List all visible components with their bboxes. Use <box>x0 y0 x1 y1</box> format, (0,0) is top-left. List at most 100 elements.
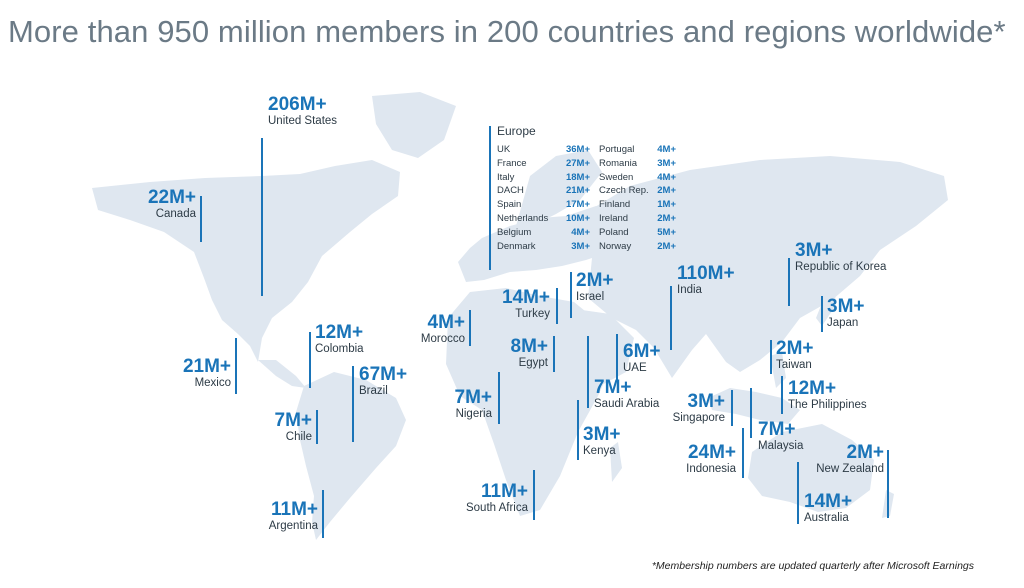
europe-country-value: 2M+ <box>657 185 676 197</box>
label-india: 110M+ India <box>677 264 735 297</box>
europe-heading: Europe <box>497 124 536 138</box>
brazil-leader <box>352 366 354 442</box>
philippines-name: The Philippines <box>788 399 867 411</box>
north-america-shape <box>92 160 400 362</box>
egypt-name: Egypt <box>518 357 548 369</box>
south-africa-value: 11M+ <box>480 481 528 502</box>
label-israel: 2M+ Israel <box>576 271 614 304</box>
europe-country-value: 2M+ <box>657 213 676 224</box>
brazil-value: 67M+ <box>359 364 408 385</box>
turkey-leader <box>556 288 558 324</box>
nigeria-value: 7M+ <box>454 387 493 408</box>
europe-country-value: 21M+ <box>565 185 590 197</box>
india-name: India <box>677 284 702 296</box>
canada-leader <box>200 196 202 242</box>
europe-country-value: 18M+ <box>565 171 590 183</box>
saudi-arabia-leader <box>587 336 589 408</box>
united-states-value: 206M+ <box>268 94 327 115</box>
europe-row: Finland 1M+ <box>599 199 676 210</box>
label-new-zealand: 2M+ New Zealand <box>806 443 884 476</box>
europe-country-value: 10M+ <box>565 213 590 224</box>
asia-shape <box>588 156 948 378</box>
europe-country-value: 3M+ <box>657 157 676 169</box>
europe-row: Netherlands 10M+ <box>497 213 590 224</box>
japan-name: Japan <box>827 317 859 329</box>
europe-row: Denmark 3M+ <box>497 241 590 252</box>
taiwan-leader <box>770 340 772 374</box>
europe-leader <box>489 126 491 270</box>
label-mexico: 21M+ Mexico <box>156 357 231 390</box>
philippines-value: 12M+ <box>788 378 837 399</box>
europe-row: Belgium 4M+ <box>497 227 590 238</box>
saudi-arabia-name: Saudi Arabia <box>594 398 660 410</box>
europe-country-value: 4M+ <box>657 144 676 155</box>
label-australia: 14M+ Australia <box>804 492 852 525</box>
europe-country-name: Denmark <box>497 240 536 252</box>
morocco-value: 4M+ <box>427 312 466 333</box>
canada-value: 22M+ <box>147 187 196 208</box>
europe-country-value: 5M+ <box>657 226 676 238</box>
kenya-leader <box>577 400 579 460</box>
europe-country-name: DACH <box>497 185 524 197</box>
taiwan-value: 2M+ <box>776 338 814 359</box>
united-states-name: United States <box>268 115 338 127</box>
argentina-value: 11M+ <box>270 499 318 520</box>
mexico-leader <box>235 338 237 394</box>
label-indonesia: 24M+ Indonesia <box>668 443 736 476</box>
chile-value: 7M+ <box>274 410 313 431</box>
europe-country-name: Poland <box>599 226 629 238</box>
new-zealand-value: 2M+ <box>846 442 885 463</box>
europe-country-name: Spain <box>497 199 522 211</box>
label-taiwan: 2M+ Taiwan <box>776 339 814 372</box>
uae-name: UAE <box>623 362 647 374</box>
kenya-name: Kenya <box>583 445 616 457</box>
label-united-states: 206M+ United States <box>268 95 337 128</box>
label-south-africa: 11M+ South Africa <box>456 482 528 515</box>
japan-value: 3M+ <box>827 296 865 317</box>
label-uae: 6M+ UAE <box>623 342 661 375</box>
argentina-leader <box>322 490 324 538</box>
europe-country-value: 17M+ <box>565 199 590 211</box>
europe-country-value: 3M+ <box>571 240 590 252</box>
europe-row: Italy 18M+ <box>497 172 590 183</box>
korea-name: Republic of Korea <box>795 261 887 273</box>
europe-country-name: Sweden <box>599 171 634 183</box>
europe-row: Romania 3M+ <box>599 158 676 169</box>
chile-leader <box>316 410 318 444</box>
singapore-name: Singapore <box>672 412 725 424</box>
label-egypt: 8M+ Egypt <box>490 337 549 370</box>
colombia-leader <box>309 332 311 388</box>
mexico-value: 21M+ <box>182 356 231 377</box>
turkey-value: 14M+ <box>501 287 550 308</box>
scandinavia-shape <box>516 150 602 226</box>
brazil-name: Brazil <box>359 385 388 397</box>
india-value: 110M+ <box>677 263 735 284</box>
label-turkey: 14M+ Turkey <box>480 288 550 321</box>
uae-leader <box>616 334 618 380</box>
indonesia-name: Indonesia <box>686 463 736 475</box>
europe-country-name: Netherlands <box>497 213 549 224</box>
mexico-name: Mexico <box>194 377 231 389</box>
label-singapore: 3M+ Singapore <box>660 392 725 425</box>
europe-country-name: Norway <box>599 240 632 252</box>
australia-leader <box>797 462 799 524</box>
label-brazil: 67M+ Brazil <box>359 365 407 398</box>
europe-country-value: 27M+ <box>565 157 590 169</box>
europe-row: Ireland 2M+ <box>599 213 676 224</box>
new-zealand-name: New Zealand <box>816 463 884 475</box>
europe-country-name: Finland <box>599 199 631 211</box>
europe-country-value: 1M+ <box>657 199 676 211</box>
europe-country-name: Romania <box>599 157 638 169</box>
europe-country-value: 36M+ <box>565 144 590 155</box>
page-title: More than 950 million members in 200 cou… <box>8 14 1006 49</box>
nigeria-leader <box>498 372 500 424</box>
central-america-shape <box>258 360 306 388</box>
singapore-value: 3M+ <box>687 391 726 412</box>
morocco-leader <box>469 310 471 346</box>
australia-value: 14M+ <box>804 491 853 512</box>
korea-leader <box>788 258 790 306</box>
morocco-name: Morocco <box>420 333 465 345</box>
australia-shape <box>748 424 874 512</box>
africa-shape <box>446 288 614 516</box>
europe-country-name: Portugal <box>599 144 635 155</box>
